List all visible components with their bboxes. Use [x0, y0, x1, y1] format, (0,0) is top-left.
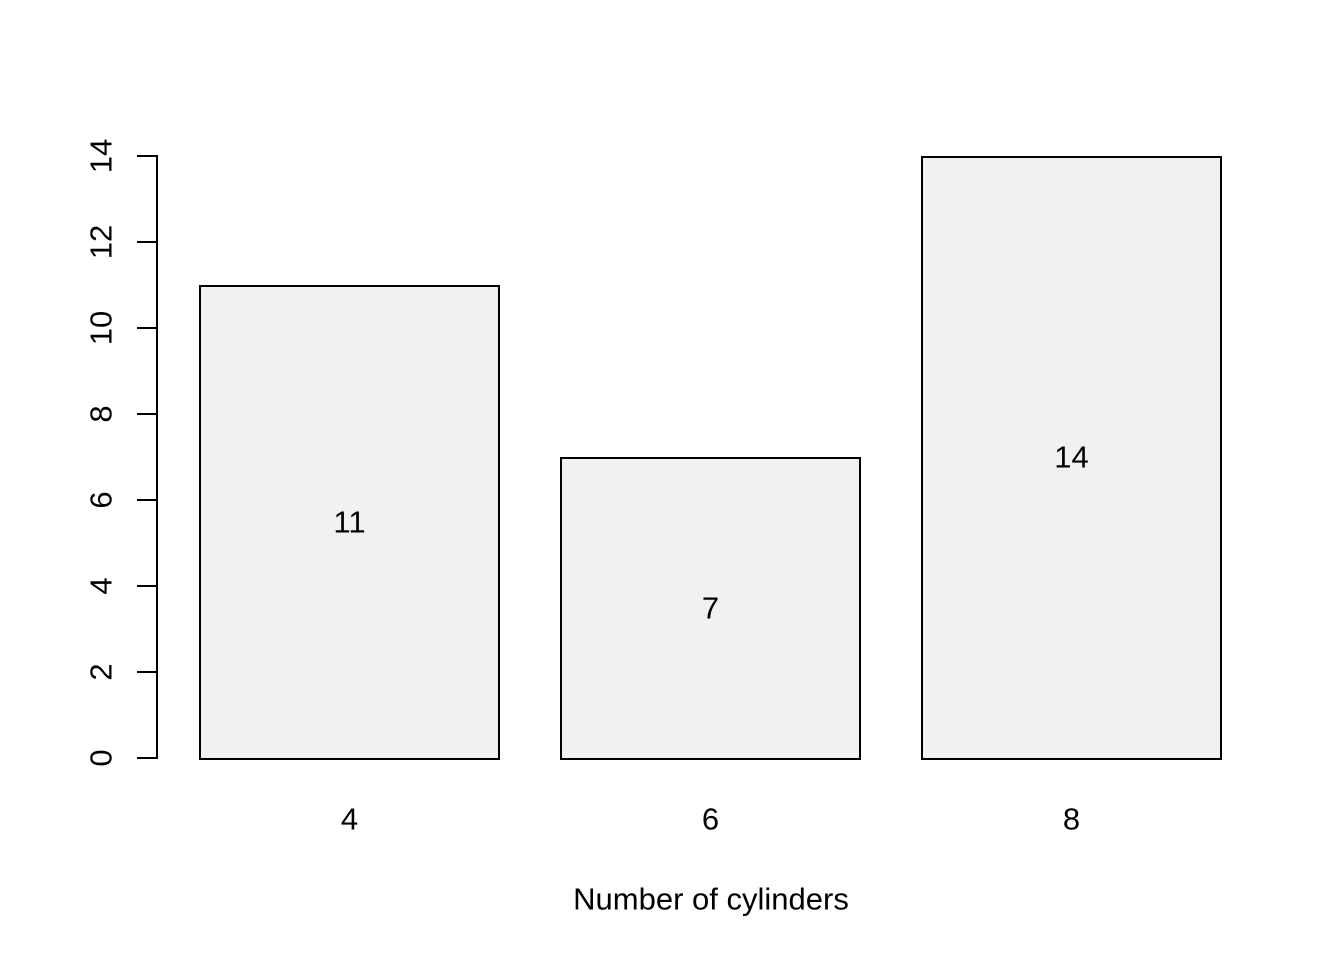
y-tick: [137, 585, 156, 587]
x-tick-label: 6: [701, 801, 720, 837]
y-tick: [137, 155, 156, 157]
y-tick-label: 6: [83, 491, 119, 509]
y-tick-label: 4: [83, 577, 119, 595]
x-axis-title: Number of cylinders: [573, 881, 849, 917]
y-tick-label: 12: [83, 224, 119, 260]
y-tick: [137, 671, 156, 673]
y-tick-label: 0: [83, 749, 119, 767]
x-tick-label: 4: [340, 801, 359, 837]
y-tick: [137, 327, 156, 329]
bar: [921, 156, 1222, 760]
bar-value-label: 11: [333, 504, 366, 539]
y-tick-label: 10: [83, 310, 119, 346]
y-tick: [137, 241, 156, 243]
y-tick-label: 2: [83, 663, 119, 681]
y-tick: [137, 499, 156, 501]
y-tick-label: 14: [83, 138, 119, 174]
bar: [199, 285, 500, 760]
x-tick-label: 8: [1062, 801, 1081, 837]
bar-value-label: 14: [1054, 439, 1089, 475]
bar-value-label: 7: [701, 590, 720, 625]
y-tick: [137, 757, 156, 759]
y-tick: [137, 413, 156, 415]
bar: [560, 457, 861, 760]
y-tick-label: 8: [83, 405, 119, 423]
y-axis-line: [156, 155, 158, 759]
